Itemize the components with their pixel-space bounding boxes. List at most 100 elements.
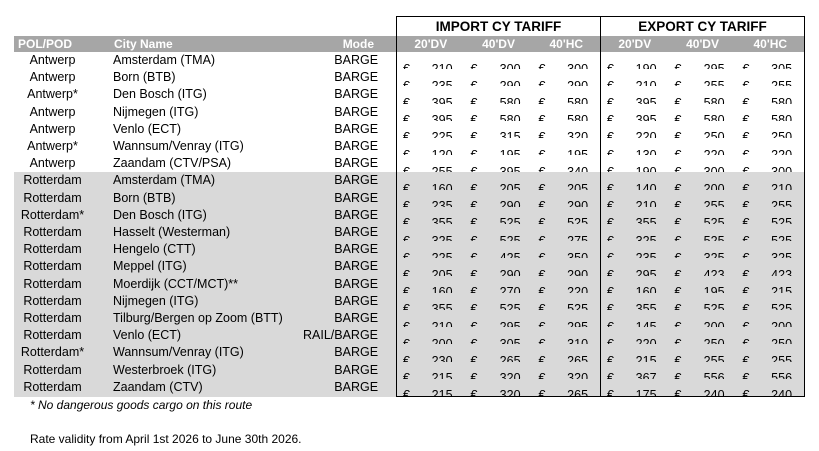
rate-value: 160 xyxy=(431,182,453,190)
rate-value: 525 xyxy=(499,233,521,242)
exp-rate-cell: €250 xyxy=(736,120,806,139)
currency-symbol: € xyxy=(742,285,750,293)
rate-value: 325 xyxy=(635,233,657,242)
imp-rate-cell: €290 xyxy=(532,189,602,207)
rate-value: 140 xyxy=(635,182,657,190)
imp-rate-cell: €195 xyxy=(532,138,602,156)
exp-rate-cell: €525 xyxy=(668,224,737,242)
exp-rate-cell: €525 xyxy=(736,206,806,225)
rate-value: 210 xyxy=(771,182,793,190)
exp-rate-cell: €190 xyxy=(601,155,669,173)
imp-rate-cell: €235 xyxy=(396,69,465,87)
imp-rate-cell: €290 xyxy=(464,258,533,276)
rate-value: 255 xyxy=(703,354,725,362)
rate-value: 200 xyxy=(703,182,725,190)
currency-symbol: € xyxy=(607,130,614,139)
rate-value: 300 xyxy=(703,164,725,173)
city-cell: Amsterdam (TMA) xyxy=(107,172,303,190)
exp-rate-cell: €580 xyxy=(669,86,737,104)
imp-rate-cell: €290 xyxy=(464,189,533,207)
currency-symbol: € xyxy=(607,319,614,328)
rate-value: 265 xyxy=(567,354,589,362)
exp-rate-cell: €300 xyxy=(669,155,737,173)
currency-symbol: € xyxy=(403,302,410,311)
currency-symbol: € xyxy=(742,233,750,242)
rate-value: 255 xyxy=(703,199,725,207)
imp-rate-cell: €225 xyxy=(396,120,465,139)
rate-value: 525 xyxy=(499,216,521,225)
exp-rate-cell: €215 xyxy=(736,275,806,293)
rate-value: 290 xyxy=(499,78,521,87)
currency-symbol: € xyxy=(470,268,478,276)
currency-symbol: € xyxy=(674,388,682,397)
table-row: Rotterdam Born (BTB) BARGE €235 €290 €290 €210… xyxy=(14,189,806,207)
currency-symbol: € xyxy=(607,285,614,293)
currency-symbol: € xyxy=(674,233,682,242)
mode-cell: BARGE xyxy=(303,310,397,328)
exp-rate-cell: €220 xyxy=(600,327,669,345)
port-cell: Rotterdam xyxy=(14,258,107,276)
col-header-mode: Mode xyxy=(303,36,397,52)
imp-rate-cell: €265 xyxy=(464,344,533,362)
currency-symbol: € xyxy=(607,113,614,121)
currency-symbol: € xyxy=(742,113,750,121)
port-cell: Rotterdam xyxy=(14,172,107,190)
column-header-row: POL/POD City Name Mode 20'DV 40'DV 40'HC… xyxy=(14,36,806,52)
exp-rate-cell: €175 xyxy=(600,378,669,398)
rate-value: 265 xyxy=(499,354,521,362)
rate-value: 300 xyxy=(771,164,793,173)
exp-rate-cell: €195 xyxy=(668,275,737,293)
imp-rate-cell: €265 xyxy=(532,344,602,362)
rate-value: 195 xyxy=(499,147,521,156)
imp-rate-cell: €265 xyxy=(532,378,602,398)
imp-rate-cell: €295 xyxy=(464,310,533,328)
exp-rate-cell: €295 xyxy=(669,52,737,70)
port-cell: Rotterdam xyxy=(14,327,107,345)
city-cell: Amsterdam (TMA) xyxy=(113,53,216,67)
exp-rate-cell: €355 xyxy=(600,206,669,225)
imp-rate-cell: €525 xyxy=(464,292,533,311)
port-cell: Antwerp* xyxy=(27,139,78,154)
currency-symbol: € xyxy=(674,319,682,328)
rate-value: 235 xyxy=(431,78,453,87)
rate-value: 367 xyxy=(635,371,657,379)
imp-rate-cell: €210 xyxy=(396,52,465,70)
exp-rate-cell: €250 xyxy=(668,327,737,345)
currency-symbol: € xyxy=(403,147,410,156)
rate-value: 120 xyxy=(431,147,453,156)
rate-value: 210 xyxy=(431,61,453,70)
currency-symbol: € xyxy=(538,182,546,190)
currency-symbol: € xyxy=(538,78,546,87)
rate-value: 580 xyxy=(771,113,793,121)
currency-symbol: € xyxy=(607,268,614,276)
imp-rate-cell: €215 xyxy=(396,361,465,379)
rate-value: 580 xyxy=(703,113,725,121)
rate-value: 160 xyxy=(635,285,657,293)
rate-value: 315 xyxy=(499,130,521,139)
rate-value: 355 xyxy=(431,216,453,225)
imp-rate-cell: €270 xyxy=(464,275,533,293)
currency-symbol: € xyxy=(403,61,410,70)
currency-symbol: € xyxy=(538,268,546,276)
rate-value: 255 xyxy=(703,78,725,87)
currency-symbol: € xyxy=(742,199,750,207)
rate-value: 250 xyxy=(771,336,793,345)
city-cell: Zaandam (CTV) xyxy=(107,378,303,397)
currency-symbol: € xyxy=(470,302,478,311)
mode-cell: BARGE xyxy=(303,258,397,276)
currency-symbol: € xyxy=(674,182,682,190)
footnote: * No dangerous goods cargo on this route xyxy=(30,398,253,412)
currency-symbol: € xyxy=(470,130,478,139)
currency-symbol: € xyxy=(607,354,614,362)
currency-symbol: € xyxy=(403,182,410,190)
exp-rate-cell: €367 xyxy=(600,361,669,379)
exp-rate-cell: €220 xyxy=(736,138,806,156)
currency-symbol: € xyxy=(470,199,478,207)
exp-rate-cell: €395 xyxy=(601,86,669,104)
currency-symbol: € xyxy=(607,250,614,259)
exp-rate-cell: €250 xyxy=(669,121,737,138)
table-row: Rotterdam Hengelo (CTT) BARGE €225 €425 €350 €… xyxy=(14,241,806,259)
imp-rate-cell: €395 xyxy=(396,86,465,104)
currency-symbol: € xyxy=(538,164,546,173)
exp-rate-cell: €255 xyxy=(669,69,737,87)
